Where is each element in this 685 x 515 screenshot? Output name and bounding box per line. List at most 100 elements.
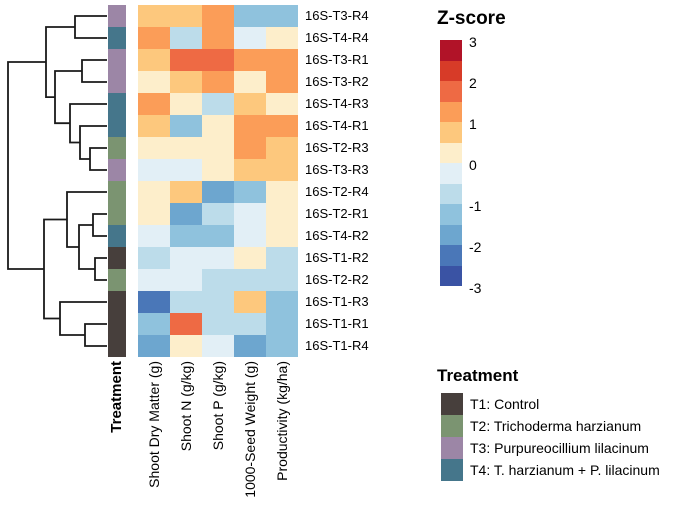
heatmap-cell bbox=[234, 335, 266, 357]
dendrogram-branch bbox=[94, 257, 107, 281]
heatmap-cell bbox=[170, 247, 202, 269]
zscore-color-segment bbox=[440, 81, 462, 102]
zscore-color-segment bbox=[440, 122, 462, 143]
heatmap-row bbox=[138, 137, 298, 159]
heatmap-cell bbox=[138, 203, 170, 225]
heatmap-cell bbox=[170, 335, 202, 357]
zscore-color-segment bbox=[440, 101, 462, 122]
heatmap-cell bbox=[170, 269, 202, 291]
dendrogram-branch bbox=[92, 213, 107, 237]
heatmap-cell bbox=[266, 291, 298, 313]
heatmap-cell bbox=[234, 93, 266, 115]
treatment-swatch-t3 bbox=[441, 437, 463, 459]
heatmap-cell bbox=[138, 225, 170, 247]
heatmap-cell bbox=[266, 71, 298, 93]
treatment-legend-swatches bbox=[441, 393, 463, 481]
heatmap-cell bbox=[138, 313, 170, 335]
heatmap-cell bbox=[234, 269, 266, 291]
row-label: 16S-T3-R3 bbox=[305, 162, 369, 177]
heatmap-cell bbox=[202, 291, 234, 313]
dendrogram-branch bbox=[79, 125, 107, 160]
treatment-annotation-strip bbox=[108, 5, 126, 357]
treatment-swatch-t1 bbox=[441, 393, 463, 415]
dendrogram-branch bbox=[54, 70, 82, 125]
heatmap-cell bbox=[266, 247, 298, 269]
heatmap-cell bbox=[170, 5, 202, 27]
treatment-legend-label: T4: T. harzianum + P. lilacinum bbox=[470, 462, 660, 478]
heatmap-cell bbox=[234, 137, 266, 159]
treatment-cell-t2 bbox=[108, 269, 126, 291]
row-label: 16S-T4-R3 bbox=[305, 96, 369, 111]
heatmap-cell bbox=[138, 291, 170, 313]
treatment-cell-t4 bbox=[108, 115, 126, 137]
heatmap-row bbox=[138, 247, 298, 269]
treatment-cell-t2 bbox=[108, 137, 126, 159]
heatmap-cell bbox=[170, 225, 202, 247]
heatmap-cell bbox=[266, 5, 298, 27]
zscore-color-segment bbox=[440, 142, 462, 163]
row-label: 16S-T2-R2 bbox=[305, 272, 369, 287]
treatment-legend-title: Treatment bbox=[437, 366, 519, 385]
treatment-legend-label: T3: Purpureocillium lilacinum bbox=[470, 440, 649, 456]
zscore-color-segment bbox=[440, 183, 462, 204]
heatmap-cell bbox=[202, 269, 234, 291]
column-label: Shoot P (g/kg) bbox=[210, 361, 226, 451]
heatmap-row bbox=[138, 93, 298, 115]
treatment-cell-t3 bbox=[108, 49, 126, 71]
heatmap-cell bbox=[138, 269, 170, 291]
zscore-tick-label: -1 bbox=[469, 198, 482, 214]
heatmap-cell bbox=[138, 5, 170, 27]
heatmap-cell bbox=[234, 71, 266, 93]
heatmap-cell bbox=[138, 335, 170, 357]
row-label: 16S-T4-R2 bbox=[305, 228, 369, 243]
heatmap-cell bbox=[234, 49, 266, 71]
column-label: Shoot Dry Matter (g) bbox=[146, 361, 162, 488]
heatmap-cell bbox=[234, 5, 266, 27]
row-label: 16S-T2-R1 bbox=[305, 206, 369, 221]
heatmap-cell bbox=[170, 313, 202, 335]
heatmap-cell bbox=[266, 49, 298, 71]
treatment-cell-t3 bbox=[108, 5, 126, 27]
heatmap-cell bbox=[266, 225, 298, 247]
row-label: 16S-T2-R3 bbox=[305, 140, 369, 155]
dendrogram-branch bbox=[84, 323, 107, 347]
heatmap-grid bbox=[138, 5, 298, 357]
row-label: 16S-T1-R4 bbox=[305, 338, 369, 353]
heatmap-cell bbox=[266, 27, 298, 49]
heatmap-cell bbox=[266, 313, 298, 335]
heatmap-cell bbox=[266, 115, 298, 137]
treatment-swatch-t2 bbox=[441, 415, 463, 437]
zscore-legend-title: Z-score bbox=[437, 8, 506, 29]
zscore-color-segment bbox=[440, 204, 462, 225]
heatmap-cell bbox=[170, 71, 202, 93]
heatmap-cell bbox=[138, 93, 170, 115]
row-label: 16S-T1-R3 bbox=[305, 294, 369, 309]
treatment-legend-label: T1: Control bbox=[470, 396, 540, 412]
heatmap-row bbox=[138, 49, 298, 71]
heatmap-cell bbox=[266, 335, 298, 357]
heatmap-cell bbox=[170, 137, 202, 159]
dendrogram-branch bbox=[59, 301, 107, 336]
treatment-swatch-t4 bbox=[441, 459, 463, 481]
zscore-color-segment bbox=[440, 60, 462, 81]
dendrogram-branch bbox=[66, 191, 107, 248]
zscore-tick-label: 0 bbox=[469, 157, 477, 173]
zscore-tick-label: 1 bbox=[469, 116, 477, 132]
heatmap-cell bbox=[170, 159, 202, 181]
zscore-tick-label: 2 bbox=[469, 75, 477, 91]
heatmap-row bbox=[138, 291, 298, 313]
heatmap-cell bbox=[202, 49, 234, 71]
dendrogram-branch bbox=[69, 103, 107, 144]
treatment-cell-t1 bbox=[108, 247, 126, 269]
heatmap-cell bbox=[234, 225, 266, 247]
heatmap-cell bbox=[266, 137, 298, 159]
heatmap-cell bbox=[202, 335, 234, 357]
row-label: 16S-T4-R4 bbox=[305, 30, 369, 45]
row-label: 16S-T3-R4 bbox=[305, 8, 369, 23]
row-label: 16S-T4-R1 bbox=[305, 118, 369, 133]
heatmap-cell bbox=[170, 181, 202, 203]
heatmap-row bbox=[138, 225, 298, 247]
heatmap-cell bbox=[266, 203, 298, 225]
zscore-tick-label: 3 bbox=[469, 34, 477, 50]
treatment-cell-t4 bbox=[108, 93, 126, 115]
